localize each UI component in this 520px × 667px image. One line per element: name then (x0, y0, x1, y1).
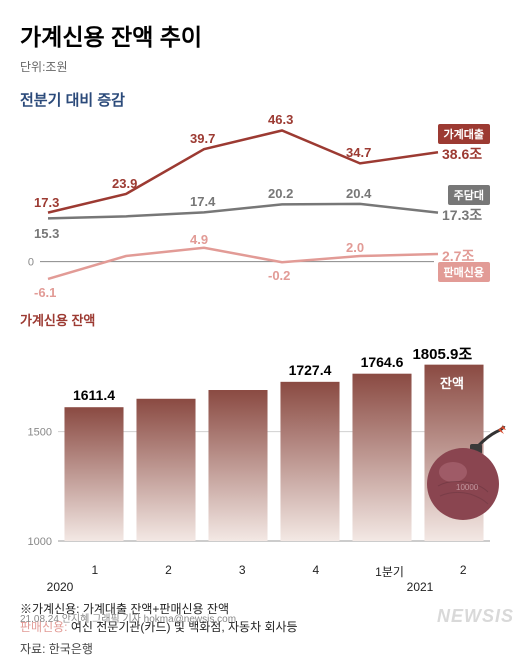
series-tag: 가계대출 (438, 124, 490, 144)
line-chart-title: 전분기 대비 증감 (20, 89, 500, 110)
series-end-label: 17.3조 (442, 205, 482, 225)
bomb-icon: 10000 (418, 424, 508, 529)
bar-value-label: 1611.4 (58, 387, 129, 403)
line-chart: 0 17.3 23.9 39.7 46.3 34.7 38.6조가계대출 15.3 17.4 2… (20, 112, 500, 302)
x-category: 2 (426, 563, 500, 580)
x-category: 2 (132, 563, 206, 580)
series-end-label: 38.6조 (442, 144, 482, 164)
svg-text:1500: 1500 (28, 427, 52, 439)
series-point-label: 46.3 (268, 112, 293, 127)
x-axis-labels: 12341분기2 (20, 563, 500, 580)
series-point-label: -0.2 (268, 268, 290, 283)
series-tag: 판매신용 (438, 262, 490, 282)
x-category: 1 (58, 563, 132, 580)
credit: 21.08.24 안지혜 그래픽 기자 hokma@newsis.com (20, 610, 450, 625)
series-point-label: 20.2 (268, 186, 293, 201)
x-category: 3 (205, 563, 279, 580)
svg-text:0: 0 (28, 257, 34, 269)
svg-text:1000: 1000 (28, 536, 52, 548)
source-label: 자료: (20, 642, 45, 656)
series-point-label: 34.7 (346, 145, 371, 160)
series-point-label: 39.7 (190, 131, 215, 146)
bar-chart: 1000 1500 10000 1611.4 1727.41764.61805.9조… (20, 331, 500, 561)
source: 자료: 한국은행 (20, 640, 500, 657)
watermark: NEWSIS (437, 606, 514, 627)
bar-value-label: 1764.6 (346, 354, 417, 370)
unit-label: 단위:조원 (20, 58, 500, 75)
source-text: 한국은행 (49, 642, 93, 656)
bar-end-label: 1805.9조 (412, 343, 472, 364)
series-point-label: 20.4 (346, 186, 371, 201)
page-title: 가계신용 잔액 추이 (20, 18, 500, 52)
series-point-label: 4.9 (190, 232, 208, 247)
x-category: 1분기 (353, 563, 427, 580)
svg-text:10000: 10000 (456, 483, 479, 492)
series-point-label: 17.4 (190, 194, 215, 209)
series-point-label: -6.1 (34, 285, 56, 300)
x-category: 4 (279, 563, 353, 580)
bar-chart-title: 가계신용 잔액 (20, 310, 500, 329)
year-2020: 2020 (20, 580, 100, 594)
series-point-label: 23.9 (112, 176, 137, 191)
series-point-label: 17.3 (34, 195, 59, 210)
series-tag: 주담대 (448, 185, 490, 205)
bar-inner-label: 잔액 (440, 373, 464, 392)
x-axis-years: 2020 2021 (20, 580, 500, 594)
bar-value-label: 1727.4 (274, 362, 345, 378)
series-point-label: 15.3 (34, 226, 59, 241)
series-point-label: 2.0 (346, 240, 364, 255)
year-2021: 2021 (340, 580, 500, 594)
